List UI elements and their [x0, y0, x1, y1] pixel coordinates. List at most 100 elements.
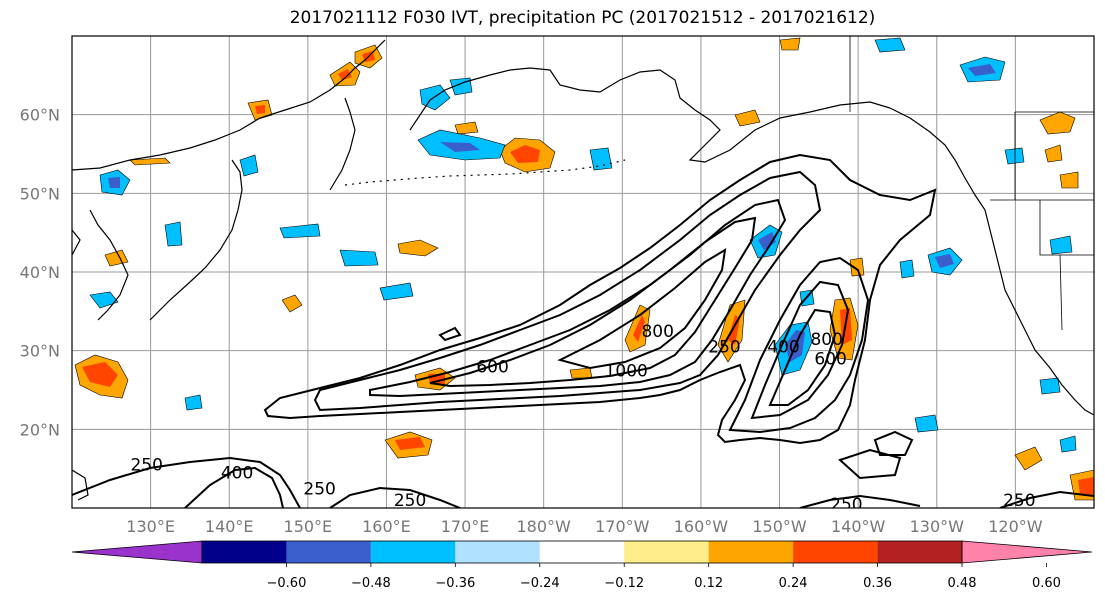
lon-tick-label: 150°W: [752, 517, 807, 536]
lon-tick-label: 160°E: [362, 517, 411, 536]
ivt-contour-800: [429, 216, 757, 388]
colorbar-segment: [286, 541, 371, 563]
lon-tick-label: 130°E: [126, 517, 175, 536]
lon-tick-label: 170°W: [595, 517, 650, 536]
colorbar-tick-label: −0.36: [435, 576, 475, 591]
ivt-contour-label: 800: [641, 322, 673, 342]
coastlines: [72, 39, 1094, 501]
ivt-contour-label: 250: [1003, 491, 1035, 511]
ivt-contour-bottom-1: [72, 456, 301, 508]
colorbar-segment: [624, 541, 709, 563]
negative-precip-patch: [927, 247, 963, 276]
lat-tick-label: 40°N: [20, 263, 60, 282]
colorbar-tick-label: −0.24: [520, 576, 560, 591]
longitude-labels: 130°E 140°E 150°E 160°E 170°E 180°W 170°W 160°W…: [126, 517, 1042, 536]
ivt-contour-label: 250: [130, 456, 162, 476]
lon-tick-label: 120°W: [988, 517, 1043, 536]
colorbar-tick-label: 0.36: [863, 576, 892, 591]
colorbar-tick-label: 0.60: [1032, 576, 1061, 591]
ivt-contour-label: 400: [221, 464, 253, 484]
negative-precip-patch: [749, 224, 783, 259]
borders: [849, 36, 1094, 331]
lat-tick-label: 60°N: [20, 106, 60, 125]
colorbar-segment: [793, 541, 878, 563]
lon-tick-label: 150°E: [284, 517, 333, 536]
north-america-coastline: [989, 229, 1094, 416]
ivt-contour-label: 600: [814, 350, 846, 370]
colorbar-segment: [202, 541, 287, 563]
precipitation-pc-shading: [74, 37, 1094, 501]
ivt-contour-label: 250: [303, 479, 335, 499]
lon-tick-label: 130°W: [910, 517, 965, 536]
colorbar-extend-high: [961, 540, 1093, 564]
positive-precip-patch: [1039, 111, 1079, 189]
ivt-contour-small-3: [838, 448, 902, 480]
ivt-contours: [72, 153, 1094, 508]
colorbar-segment: [708, 541, 794, 563]
colorbar-tick-label: 0.12: [694, 576, 723, 591]
positive-precip-patch: [329, 61, 361, 87]
taiwan-coastline: [72, 469, 89, 501]
negative-precip-patch: [417, 129, 506, 161]
lon-tick-label: 140°W: [831, 517, 886, 536]
kamchatka-coastline: [329, 97, 356, 191]
map-title: 2017021112 F030 IVT, precipitation PC (2…: [289, 8, 876, 28]
ivt-contour-400: [313, 170, 822, 412]
ivt-contour-label: 800: [810, 330, 842, 350]
positive-precip-patch: [1014, 446, 1094, 501]
ivt-contour-bottom-3: [329, 486, 461, 508]
colorbar-segment: [877, 541, 962, 563]
colorbar-tick-label: −0.12: [604, 576, 644, 591]
colorbar-segment: [455, 541, 540, 563]
bering-coastline: [409, 67, 601, 131]
lat-tick-label: 50°N: [20, 184, 60, 203]
lon-tick-label: 180°W: [517, 517, 572, 536]
negative-precip-patch: [89, 154, 414, 309]
ivt-contour-label: 250: [708, 338, 740, 358]
ivt-contour-250-east: [728, 256, 870, 434]
positive-precip-patch: [624, 304, 651, 353]
colorbar: −0.60 −0.48 −0.36 −0.24 −0.12 0.12 0.24 0.36 0.4…: [71, 540, 1093, 591]
lat-tick-label: 20°N: [20, 420, 60, 439]
latitude-labels: 20°N 30°N 40°N 50°N 60°N: [20, 106, 60, 440]
positive-precip-patch: [499, 137, 556, 173]
positive-precip-patch: [247, 99, 273, 121]
ivt-contour-small-1: [438, 326, 462, 342]
negative-precip-patch: [184, 37, 1077, 453]
negative-precip-patch: [99, 169, 131, 196]
alaska-coastline: [599, 69, 991, 231]
asia-east-coast: [72, 229, 81, 256]
colorbar-segment: [370, 541, 456, 563]
colorbar-frame: [201, 540, 963, 564]
positive-precip-patch: [74, 354, 129, 399]
lon-tick-label: 160°W: [674, 517, 729, 536]
ivt-contour-600: [369, 198, 787, 398]
colorbar-tick-label: −0.48: [351, 576, 391, 591]
ivt-contour-label: 250: [830, 495, 862, 515]
ivt-contour-label: 400: [767, 338, 799, 358]
map-frame: [71, 35, 1095, 509]
ivt-contour-bottom-5: [999, 490, 1094, 508]
colorbar-tick-label: 0.24: [779, 576, 808, 591]
ivt-contour-1000: [557, 248, 727, 370]
positive-precip-patch: [384, 431, 433, 459]
korea-coastline: [89, 209, 129, 321]
ivt-contour-label: 250: [394, 491, 426, 511]
lon-tick-label: 170°E: [441, 517, 490, 536]
positive-precip-patch: [104, 37, 865, 379]
ivt-contour-label: 600: [476, 357, 508, 377]
colorbar-tick-label: −0.60: [267, 576, 307, 591]
asia-coastline: [72, 39, 386, 171]
lon-tick-label: 140°E: [205, 517, 254, 536]
colorbar-segment: [539, 541, 625, 563]
ivt-contour-400-east: [750, 280, 850, 420]
ivt-contour-250: [263, 153, 937, 445]
ivt-contour-label: 1000: [605, 361, 648, 381]
colorbar-extend-low: [71, 540, 203, 564]
colorbar-tick-label: 0.48: [948, 576, 977, 591]
japan-coastline: [149, 159, 243, 321]
lat-tick-label: 30°N: [20, 342, 60, 361]
ivt-contour-bottom-4: [799, 494, 921, 508]
